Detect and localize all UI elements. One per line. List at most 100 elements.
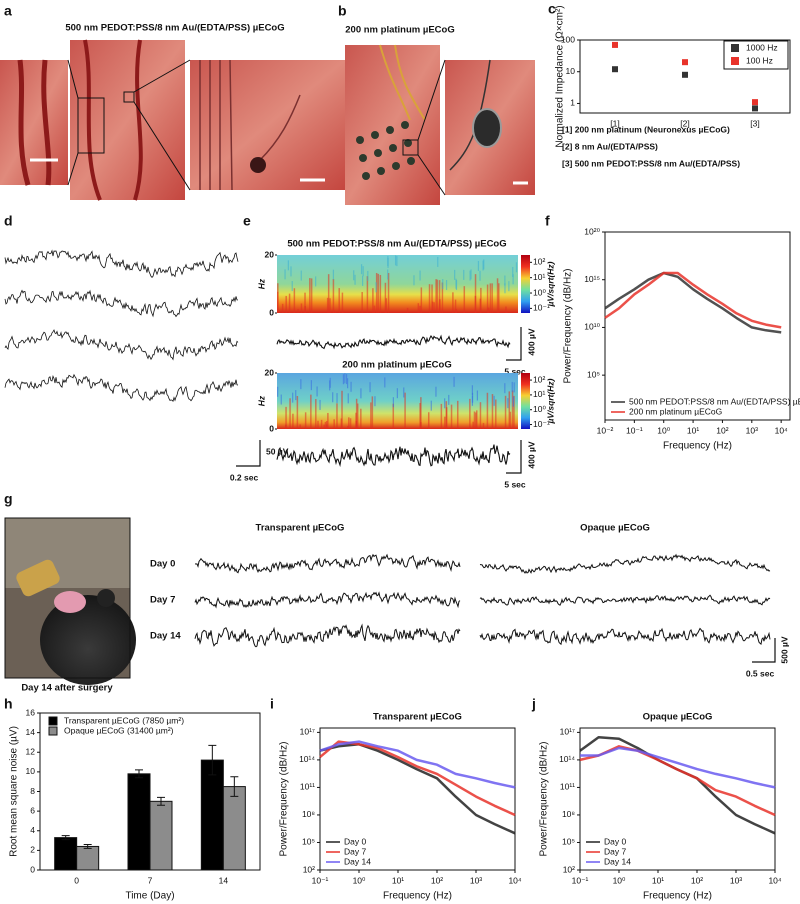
spectrogram-stripe — [456, 400, 459, 429]
legend-label: Opaque µECoG (31400 µm²) — [64, 725, 174, 735]
y-tick-label: 16 — [26, 707, 36, 717]
spectrogram-stripe — [452, 292, 454, 313]
spectrogram-stripe — [454, 299, 457, 313]
spectrum-line — [319, 740, 516, 817]
legend-label: Day 14 — [344, 856, 371, 866]
spectrogram-stripe — [479, 402, 482, 429]
spectrogram-stripe — [435, 279, 437, 313]
signal-trace — [276, 334, 511, 350]
panel-title: 200 nm platinum µECoG — [342, 360, 451, 371]
panel-label: i — [270, 696, 274, 712]
x-axis-label: Frequency (Hz) — [383, 891, 452, 902]
signal-trace — [4, 329, 239, 361]
row-label: Day 0 — [150, 559, 175, 570]
spectrogram-stripe — [472, 421, 474, 429]
y-tick-label: 100 — [561, 34, 575, 44]
spectrogram-stripe — [511, 381, 513, 392]
spectrogram-stripe — [419, 305, 421, 313]
signal-trace — [479, 594, 771, 606]
spectrogram-stripe — [394, 255, 397, 266]
x-tick-label: 10² — [691, 875, 703, 885]
panel-label: j — [531, 696, 536, 712]
spectrogram-stripe — [392, 397, 394, 408]
spectrogram-stripe — [360, 388, 362, 399]
legend-swatch — [48, 726, 58, 736]
spectrogram-stripe — [431, 301, 434, 313]
spectrogram-stripe — [353, 270, 355, 281]
spectrogram-stripe — [370, 402, 372, 429]
error-bar — [230, 776, 239, 797]
spectrogram-stripe — [420, 287, 423, 313]
x-axis-label: Time (Day) — [125, 891, 174, 902]
spectrogram-stripe — [482, 260, 484, 271]
panel-label: h — [4, 696, 13, 712]
spectrogram-stripe — [506, 311, 508, 313]
signal-trace — [479, 627, 771, 646]
y-tick-label: 6 — [30, 805, 35, 815]
scale-label: 5 sec — [504, 366, 526, 376]
x-tick-label: 10³ — [746, 425, 758, 435]
panel-label: c — [548, 1, 556, 17]
spectrogram-stripe — [361, 292, 363, 313]
x-tick-label: 10³ — [730, 875, 742, 885]
spectrogram-stripe — [319, 399, 321, 410]
spectrogram-stripe — [291, 281, 293, 292]
spectrogram-stripe — [444, 398, 446, 409]
spectrogram-stripe — [483, 259, 485, 270]
spectrogram-stripe — [445, 280, 448, 291]
spectrogram-stripe — [285, 424, 287, 429]
spectrogram-stripe — [491, 283, 493, 313]
spectrogram-stripe — [375, 272, 378, 313]
spectrogram-stripe — [419, 270, 421, 281]
scale-label: 50 µV — [266, 446, 289, 456]
y-axis-label: Hz — [256, 278, 266, 289]
spectrogram-stripe — [512, 396, 514, 407]
spectrogram-stripe — [441, 282, 444, 313]
x-tick-label: 10¹ — [687, 425, 699, 435]
spectrogram-stripe — [288, 293, 291, 313]
y-tick-label: 10¹⁷ — [560, 727, 575, 737]
spectrogram-stripe — [444, 416, 446, 429]
spectrogram-stripe — [341, 292, 344, 313]
panel-label: d — [4, 213, 13, 229]
error-bar — [157, 796, 165, 806]
spectrogram-stripe — [347, 378, 349, 389]
spectrogram-stripe — [347, 393, 349, 404]
spectrogram-stripe — [455, 280, 458, 291]
spectrogram-stripe — [289, 398, 291, 429]
column-title: Opaque µECoG — [580, 523, 650, 534]
colorbar-tick-label: 10⁻¹ — [533, 419, 550, 429]
spectrogram-stripe — [355, 412, 357, 429]
spectrogram-stripe — [450, 404, 453, 429]
spectrogram-stripe — [297, 309, 299, 313]
spectrogram-stripe — [290, 266, 292, 277]
spectrogram-stripe — [498, 283, 500, 313]
point — [612, 66, 618, 73]
point — [682, 59, 688, 66]
spectrogram-stripe — [336, 403, 338, 429]
spectrogram-stripe — [463, 286, 466, 313]
scale-label: 400 µV — [526, 328, 536, 355]
spectrogram-stripe — [324, 421, 327, 429]
spectrum-line — [604, 271, 782, 334]
scale-label: 0.5 sec — [746, 668, 775, 678]
legend-label: Day 7 — [344, 846, 366, 856]
chart-title: Opaque µECoG — [643, 712, 713, 723]
spectrogram-stripe — [513, 382, 515, 393]
x-tick-label: [1] — [610, 118, 619, 128]
colorbar-tick-label: 10⁰ — [533, 404, 546, 414]
y-tick-label: 10¹⁷ — [300, 727, 315, 737]
signal-trace — [4, 289, 239, 318]
legend-swatch — [731, 57, 739, 65]
photo-caption: Day 14 after surgery — [21, 683, 113, 694]
signal-trace — [4, 249, 239, 278]
spectrogram-stripe — [384, 282, 387, 313]
spectrogram-stripe — [509, 411, 512, 429]
spectrogram-stripe — [277, 291, 279, 313]
y-tick-label: 20 — [265, 367, 275, 377]
panel-label: g — [4, 491, 13, 507]
spectrum-line — [604, 271, 782, 329]
colorbar-tick-label: 10¹ — [533, 389, 545, 399]
spectrogram-stripe — [340, 418, 343, 429]
